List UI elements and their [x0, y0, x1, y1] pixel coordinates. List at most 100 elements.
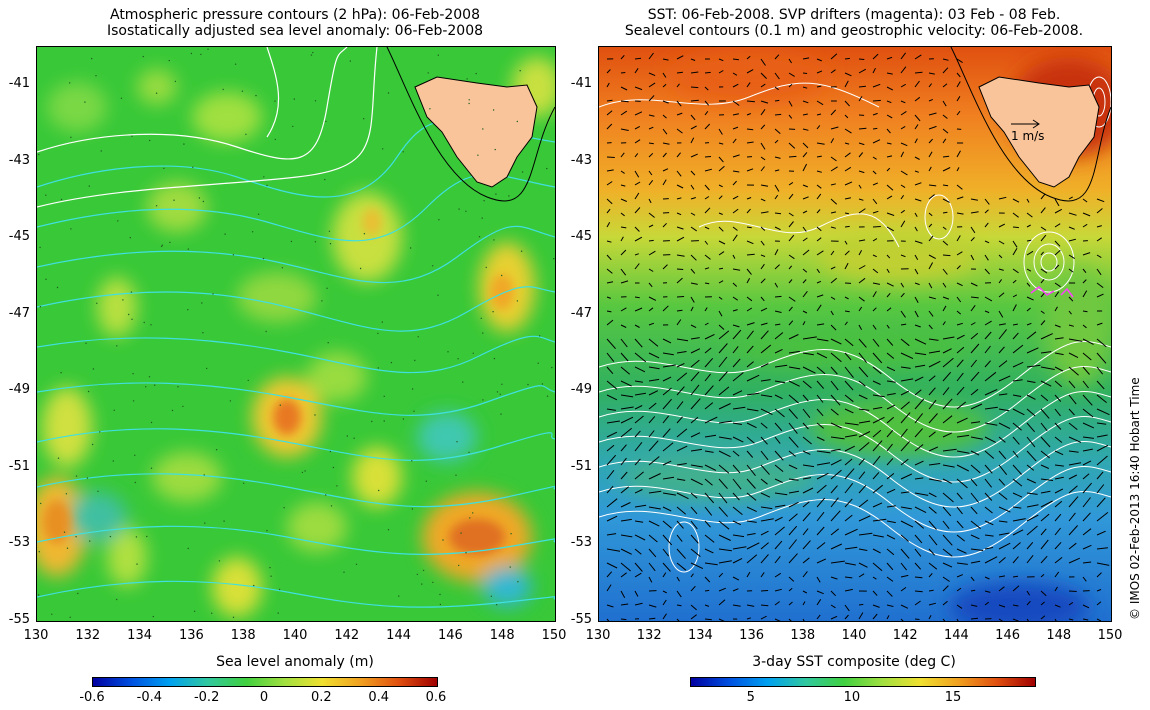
- speckle-dot: [346, 435, 348, 437]
- velocity-arrow: [634, 562, 643, 572]
- velocity-arrow: [788, 350, 800, 354]
- velocity-arrow: [732, 195, 739, 200]
- velocity-arrow: [1012, 506, 1022, 509]
- sst-map[interactable]: 1 m/s: [598, 46, 1112, 622]
- velocity-arrow: [886, 520, 896, 524]
- velocity-arrow: [942, 336, 955, 340]
- velocity-arrow: [634, 68, 639, 74]
- speckle-dot: [537, 362, 539, 364]
- velocity-arrow: [816, 450, 831, 454]
- speckle-dot: [66, 547, 69, 549]
- velocity-arrow: [844, 482, 854, 494]
- velocity-arrow: [788, 221, 794, 228]
- velocity-arrow: [872, 156, 877, 160]
- velocity-arrow: [858, 184, 862, 189]
- velocity-arrow: [760, 184, 769, 187]
- velocity-arrow: [872, 518, 887, 522]
- velocity-arrow: [872, 210, 879, 214]
- velocity-arrow: [900, 390, 910, 396]
- velocity-arrow: [872, 112, 878, 116]
- velocity-arrow: [984, 601, 990, 606]
- velocity-arrow: [928, 413, 938, 424]
- velocity-arrow: [606, 444, 615, 452]
- velocity-arrow: [774, 194, 779, 200]
- speckle-dot: [60, 198, 63, 201]
- velocity-arrow: [872, 198, 878, 205]
- velocity-arrow: [942, 58, 949, 61]
- velocity-arrow: [858, 277, 866, 284]
- speckle-dot: [279, 404, 281, 406]
- velocity-arrow: [760, 263, 765, 270]
- speckle-dot: [422, 569, 425, 572]
- speckle-dot: [442, 539, 444, 541]
- sea-level-anomaly-map[interactable]: [36, 46, 556, 622]
- velocity-arrow: [1096, 338, 1107, 348]
- velocity-arrow: [718, 560, 732, 564]
- velocity-arrow: [928, 296, 936, 300]
- velocity-arrow: [1082, 252, 1091, 256]
- velocity-arrow: [662, 58, 669, 61]
- velocity-arrow: [830, 394, 841, 406]
- y-tick-label: -45: [570, 229, 592, 245]
- velocity-arrow: [830, 380, 839, 391]
- speckle-dot: [182, 405, 184, 408]
- velocity-arrow: [802, 601, 806, 606]
- velocity-arrow: [732, 557, 743, 564]
- velocity-arrow: [704, 322, 709, 326]
- speckle-dot: [265, 330, 267, 333]
- velocity-arrow: [872, 502, 883, 508]
- velocity-arrow: [746, 422, 757, 429]
- velocity-arrow: [704, 357, 714, 368]
- speckle-dot: [223, 520, 225, 522]
- speckle-dot: [131, 318, 133, 320]
- velocity-arrow: [1082, 482, 1092, 494]
- velocity-arrow: [676, 83, 680, 88]
- velocity-arrow: [886, 86, 894, 91]
- velocity-arrow: [844, 408, 854, 414]
- velocity-arrow: [690, 416, 699, 424]
- velocity-arrow: [732, 324, 740, 328]
- velocity-arrow: [830, 604, 836, 609]
- velocity-arrow: [872, 534, 884, 538]
- speckle-dot: [193, 610, 196, 612]
- velocity-arrow: [1082, 408, 1094, 418]
- velocity-arrow: [886, 458, 894, 466]
- velocity-arrow: [858, 499, 869, 508]
- velocity-arrow: [914, 138, 918, 144]
- velocity-arrow: [732, 254, 736, 259]
- velocity-arrow: [662, 352, 674, 356]
- velocity-arrow: [928, 310, 934, 317]
- velocity-arrow: [620, 518, 632, 522]
- velocity-arrow: [802, 184, 808, 188]
- velocity-arrow: [942, 432, 953, 438]
- velocity-arrow: [648, 338, 659, 347]
- velocity-arrow: [998, 223, 1006, 228]
- x-tick-label: 146: [437, 628, 463, 643]
- velocity-arrow: [928, 324, 933, 330]
- velocity-arrow: [942, 478, 952, 484]
- velocity-arrow: [984, 371, 997, 382]
- speckle-dot: [75, 475, 78, 477]
- velocity-arrow: [914, 80, 920, 88]
- speckle-dot: [416, 573, 418, 576]
- velocity-arrow: [1082, 473, 1090, 480]
- velocity-arrow: [830, 448, 841, 452]
- velocity-arrow: [718, 599, 726, 606]
- velocity-arrow: [816, 542, 826, 550]
- velocity-arrow: [900, 170, 908, 176]
- velocity-arrow: [816, 294, 824, 298]
- velocity-arrow: [676, 548, 686, 559]
- velocity-arrow: [1040, 278, 1045, 284]
- geostrophic-velocity-arrows: [606, 52, 1110, 621]
- speckle-dot: [269, 566, 271, 569]
- velocity-arrow: [830, 576, 838, 580]
- velocity-arrow: [1068, 557, 1081, 564]
- velocity-arrow: [816, 209, 821, 214]
- velocity-arrow: [620, 236, 624, 242]
- velocity-arrow: [984, 590, 991, 593]
- velocity-arrow: [844, 394, 854, 403]
- velocity-arrow: [676, 152, 681, 158]
- sla-highs: [43, 208, 514, 555]
- velocity-arrow: [620, 100, 629, 103]
- velocity-arrow: [914, 618, 920, 620]
